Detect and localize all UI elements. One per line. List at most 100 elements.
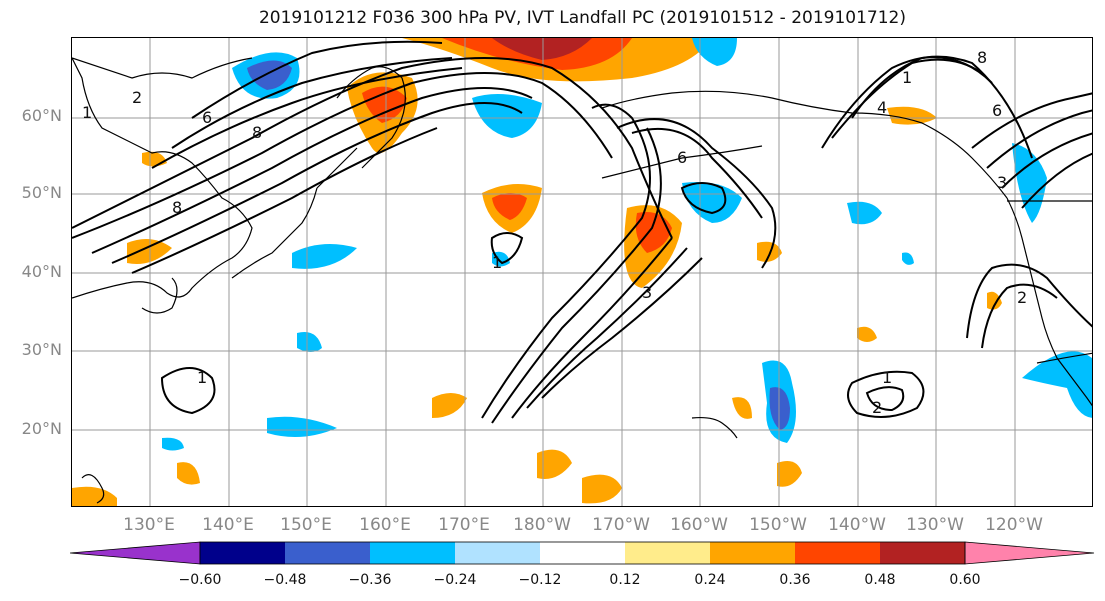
colorbar-segment <box>880 542 965 564</box>
lon-label-150w: 150°W <box>749 515 807 535</box>
coast-philippines <box>81 474 105 504</box>
colorbar-segment <box>710 542 795 564</box>
contour-label: 3 <box>997 173 1007 192</box>
contour-29 <box>680 182 727 215</box>
colorbar-segment <box>795 542 880 564</box>
negative-anomaly-bering <box>472 94 542 138</box>
colorbar-segment <box>455 542 540 564</box>
lon-label-170w: 170°W <box>592 515 650 535</box>
contour-label: 1 <box>882 368 892 387</box>
contour-12 <box>526 247 688 409</box>
coast-asia <box>72 57 253 299</box>
colorbar-segment <box>540 542 625 564</box>
contour-18 <box>851 56 993 119</box>
coast-north-america <box>1006 197 1092 407</box>
contour-25 <box>160 367 216 415</box>
colorbar-tick: 0.60 <box>949 572 981 588</box>
positive-anomaly-midlat <box>757 241 782 262</box>
hawaii-islands <box>691 416 738 439</box>
contour-label: 2 <box>872 398 882 417</box>
lat-label-50n: 50°N <box>21 183 62 202</box>
positive-anomaly-california <box>987 291 1002 310</box>
lat-label-30n: 30°N <box>21 340 62 359</box>
negative-anomaly-philippines <box>267 416 337 437</box>
positive-anomaly-kamchatka-core <box>362 86 407 123</box>
negative-anomaly-tropical-core <box>769 387 790 430</box>
lon-label-130e: 130°E <box>123 515 175 535</box>
coast-japan <box>231 187 318 279</box>
contour-label: 1 <box>82 103 92 122</box>
positive-anomaly-dateline-east-core <box>635 212 672 253</box>
pv-shading <box>72 38 1092 506</box>
contour-8 <box>151 67 463 169</box>
negative-anomaly-small-3 <box>902 252 914 265</box>
contour-15 <box>631 127 763 219</box>
contour-label: 1 <box>492 253 502 272</box>
contour-20 <box>986 109 1092 169</box>
contour-2 <box>72 72 613 239</box>
lon-label-120w: 120°W <box>985 515 1043 535</box>
map-canvas: 2 6 8 1 8 6 3 1 1 2 1 8 4 6 1 2 3 <box>72 38 1092 506</box>
lon-label-170e: 170°E <box>438 515 490 535</box>
contour-4 <box>111 102 523 264</box>
contour-1 <box>72 57 673 239</box>
border-us-mexico <box>1036 352 1092 364</box>
coast-korea <box>141 277 178 314</box>
lat-label-40n: 40°N <box>21 262 62 281</box>
contour-21 <box>1001 132 1092 189</box>
colorbar <box>70 541 1095 565</box>
contours <box>72 40 1092 424</box>
negative-anomaly-pacific-northwest <box>1012 143 1047 223</box>
colorbar-tick: −0.24 <box>433 572 477 588</box>
colorbar-tick: −0.60 <box>178 572 222 588</box>
contour-10 <box>491 127 662 424</box>
colorbar-segment <box>370 542 455 564</box>
contour-13 <box>541 257 703 399</box>
contour-label: 1 <box>902 68 912 87</box>
positive-anomaly-gulf-coast <box>887 106 937 125</box>
lon-label-150e: 150°E <box>280 515 332 535</box>
colorbar-segment <box>70 541 201 565</box>
contour-label: 6 <box>202 108 212 127</box>
positive-anomaly-tropic-east <box>732 397 752 419</box>
colorbar-tick: −0.12 <box>518 572 562 588</box>
contour-labels: 2 6 8 1 8 6 3 1 1 2 1 8 4 6 1 2 3 <box>82 48 1027 417</box>
negative-anomaly-gulf-alaska <box>692 38 737 66</box>
contour-7 <box>171 57 453 149</box>
positive-anomaly-subtropical-west <box>432 393 467 418</box>
contour-22 <box>1021 152 1092 209</box>
gridlines <box>72 38 1092 506</box>
lon-label-140e: 140°E <box>202 515 254 535</box>
lat-label-20n: 20°N <box>21 419 62 438</box>
lon-label-180w: 180°W <box>513 515 571 535</box>
negative-anomaly-small-1 <box>162 437 184 451</box>
colorbar-tick: −0.36 <box>348 572 392 588</box>
colorbar-segment <box>200 542 285 564</box>
contour-label: 6 <box>677 148 687 167</box>
colorbar-tick: 0.12 <box>609 572 641 588</box>
contour-23 <box>966 263 1092 339</box>
negative-anomaly-japan-sea <box>292 244 357 269</box>
contour-3 <box>91 87 533 254</box>
contour-label: 3 <box>642 283 652 302</box>
contour-label: 8 <box>977 48 987 67</box>
positive-anomaly-southwest <box>177 462 200 485</box>
contour-6 <box>191 40 443 119</box>
lon-label-130w: 130°W <box>906 515 964 535</box>
colorbar-outline <box>199 541 966 565</box>
positive-anomaly-max-north <box>492 38 592 60</box>
contour-label: 8 <box>172 198 182 217</box>
positive-anomaly-north-east <box>857 326 877 342</box>
coast-kamchatka <box>336 66 406 169</box>
lon-label-160w: 160°W <box>670 515 728 535</box>
colorbar-tick: 0.48 <box>864 572 896 588</box>
positive-anomaly-corner <box>72 486 117 506</box>
coast-siberia <box>72 57 253 79</box>
contour-label: 4 <box>877 98 887 117</box>
contour-28 <box>490 232 524 265</box>
map-title: 2019101212 F036 300 hPa PV, IVT Landfall… <box>258 8 906 28</box>
coast-aleutians <box>601 145 763 179</box>
contour-9 <box>481 103 651 419</box>
positive-anomaly-central-north-core <box>492 193 527 220</box>
contour-24 <box>981 283 1058 349</box>
